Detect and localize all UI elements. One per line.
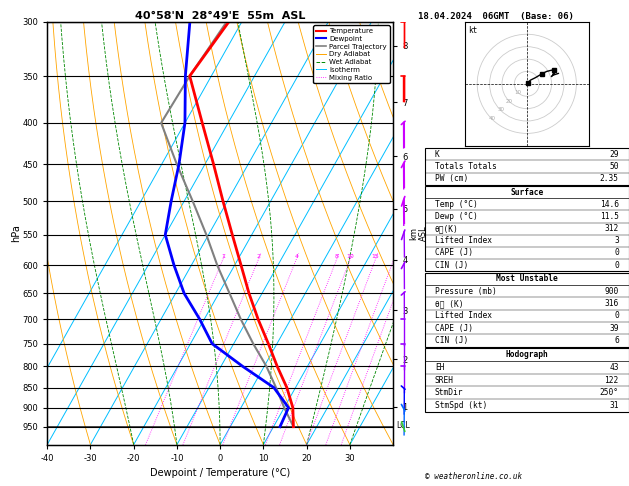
Text: 316: 316 (604, 299, 619, 308)
Text: Surface: Surface (510, 188, 543, 197)
Text: 3: 3 (614, 236, 619, 245)
Text: 10: 10 (347, 254, 354, 260)
Text: LCL: LCL (397, 421, 410, 431)
Text: 30: 30 (498, 107, 504, 112)
Text: CAPE (J): CAPE (J) (435, 324, 473, 332)
Text: θᴇ (K): θᴇ (K) (435, 299, 464, 308)
Text: 40: 40 (489, 116, 496, 121)
Text: SREH: SREH (435, 376, 454, 384)
Text: StmSpd (kt): StmSpd (kt) (435, 401, 487, 410)
Text: 6: 6 (614, 336, 619, 345)
Text: 900: 900 (604, 287, 619, 295)
Text: Totals Totals: Totals Totals (435, 162, 496, 171)
Text: 0: 0 (614, 260, 619, 270)
Text: 20: 20 (506, 99, 513, 104)
Text: 2.35: 2.35 (600, 174, 619, 183)
Y-axis label: hPa: hPa (11, 225, 21, 242)
Text: Pressure (mb): Pressure (mb) (435, 287, 496, 295)
Text: Hodograph: Hodograph (506, 350, 548, 359)
Text: PW (cm): PW (cm) (435, 174, 468, 183)
Text: 4: 4 (294, 254, 298, 260)
Text: 14.6: 14.6 (600, 200, 619, 209)
Text: Lifted Index: Lifted Index (435, 236, 492, 245)
X-axis label: Dewpoint / Temperature (°C): Dewpoint / Temperature (°C) (150, 469, 290, 478)
Text: CIN (J): CIN (J) (435, 260, 468, 270)
Text: Most Unstable: Most Unstable (496, 274, 558, 283)
Text: 2: 2 (257, 254, 260, 260)
Text: CIN (J): CIN (J) (435, 336, 468, 345)
Text: 31: 31 (610, 401, 619, 410)
Text: 18.04.2024  06GMT  (Base: 06): 18.04.2024 06GMT (Base: 06) (418, 12, 574, 21)
Text: 0: 0 (614, 248, 619, 258)
Title: 40°58'N  28°49'E  55m  ASL: 40°58'N 28°49'E 55m ASL (135, 11, 305, 21)
Text: 1: 1 (221, 254, 225, 260)
Text: 8: 8 (335, 254, 338, 260)
Text: 39: 39 (610, 324, 619, 332)
Text: 10: 10 (515, 90, 521, 95)
Text: θᴇ(K): θᴇ(K) (435, 224, 459, 233)
Text: 11.5: 11.5 (600, 212, 619, 221)
Text: kt: kt (469, 26, 478, 35)
Text: 43: 43 (610, 363, 619, 372)
Text: EH: EH (435, 363, 444, 372)
Text: Dewp (°C): Dewp (°C) (435, 212, 477, 221)
Text: 50: 50 (610, 162, 619, 171)
Text: 0: 0 (614, 311, 619, 320)
Text: 15: 15 (372, 254, 379, 260)
Text: Temp (°C): Temp (°C) (435, 200, 477, 209)
Text: StmDir: StmDir (435, 388, 464, 398)
Text: 312: 312 (604, 224, 619, 233)
Text: K: K (435, 150, 440, 159)
Y-axis label: km
ASL: km ASL (409, 226, 428, 241)
Text: © weatheronline.co.uk: © weatheronline.co.uk (425, 472, 521, 481)
Text: 29: 29 (610, 150, 619, 159)
Text: Lifted Index: Lifted Index (435, 311, 492, 320)
Text: CAPE (J): CAPE (J) (435, 248, 473, 258)
Legend: Temperature, Dewpoint, Parcel Trajectory, Dry Adiabat, Wet Adiabat, Isotherm, Mi: Temperature, Dewpoint, Parcel Trajectory… (313, 25, 389, 83)
Text: 250°: 250° (600, 388, 619, 398)
Text: 122: 122 (604, 376, 619, 384)
